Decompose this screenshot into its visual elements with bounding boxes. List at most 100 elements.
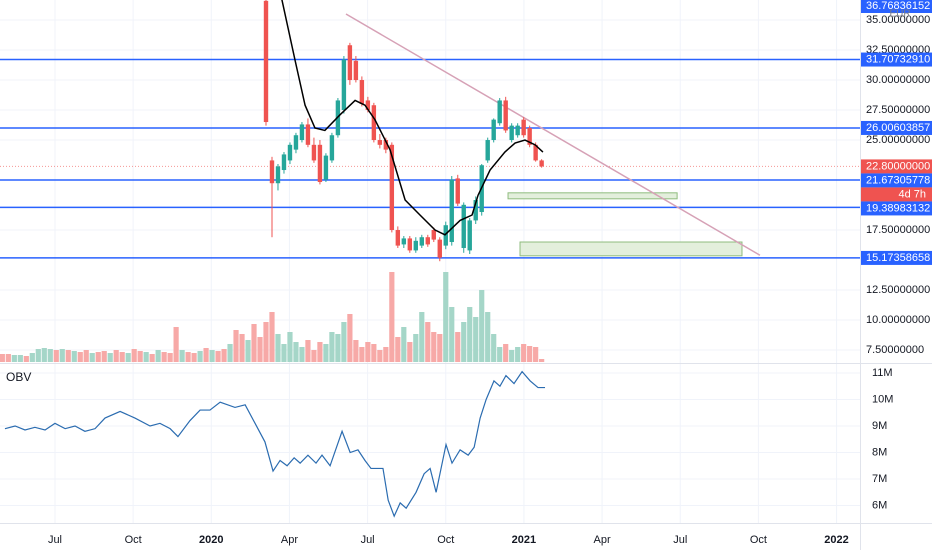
x-tick-label: Oct [125,534,142,546]
volume-bar [233,330,239,362]
x-tick-label: Jul [48,534,62,546]
x-tick-label: Oct [437,534,454,546]
volume-bar [257,337,263,362]
volume-bar [509,350,515,362]
level-label: 15.17358658 [866,252,930,264]
candle-body [299,124,305,141]
volume-bar [437,334,443,362]
candle-body [539,160,544,167]
candle-body [371,105,377,141]
volume-bar [353,340,359,362]
candle-body [395,230,401,246]
y-tick-label: 30.00000000 [866,74,930,86]
volume-bar [539,359,545,362]
x-tick-label: 2020 [199,534,223,546]
volume-bar [215,351,221,362]
volume-bar [125,353,131,362]
candle-body [425,237,430,245]
candle-body [401,238,407,245]
volume-bar [263,322,269,362]
volume-bar [173,327,179,362]
indicator-name: OBV [6,370,31,384]
candle-body [377,140,383,145]
y-tick-label: 7.50000000 [866,344,924,356]
level-label: 26.00603857 [866,122,930,134]
volume-bar [299,347,305,362]
candle-body [263,0,269,123]
volume-bar [455,332,461,362]
y-tick-label: 10.00000000 [866,314,930,326]
volume-bar [149,354,155,362]
volume-bar [527,346,533,362]
level-label-box [861,0,932,13]
x-tick-label: Apr [281,534,298,546]
volume-bar [143,352,149,362]
volume-bar [287,332,293,362]
candle-body [491,119,496,141]
y-tick-label: 27.50000000 [866,104,930,116]
volume-bar [0,354,5,362]
volume-bar [323,344,329,362]
volume-bar [521,344,527,362]
candle-body [347,45,353,81]
volume-bar [359,347,365,362]
volume-bar [251,324,257,362]
volume-bar [107,353,113,362]
candle-body [443,225,448,246]
volume-bar [227,344,233,362]
obv-tick-label: 9M [872,420,887,432]
x-tick-label: Oct [750,534,767,546]
x-tick-label: Apr [594,534,611,546]
volume-bar [77,352,83,362]
volume-bar [305,340,311,362]
candle-body [473,200,478,221]
volume-bar [155,350,161,362]
volume-bar [11,355,17,362]
volume-bar [47,349,53,362]
price-pane [0,0,860,262]
candle-body [383,140,389,150]
candle-body [521,119,526,136]
obv-tick-label: 10M [872,393,893,405]
volume-bar [467,307,473,362]
volume-bar [71,351,77,362]
volume-bar [179,350,185,362]
level-label: 21.67305778 [866,174,930,186]
obv-tick-label: 6M [872,499,887,511]
volume-bar [479,290,485,362]
countdown-label-box [861,187,932,202]
volume-bar [347,314,353,362]
volume-bar [167,353,173,362]
volume-bar [377,350,383,362]
volume-bar [53,350,59,362]
obv-tick-label: 8M [872,446,887,458]
volume-bar [23,356,29,362]
obv-pane [4,370,546,518]
volume-bar [59,349,65,362]
volume-pane [0,272,545,362]
candle-body [281,154,287,171]
candle-body [407,238,413,251]
candle-body [287,144,293,161]
candle-body [389,144,395,231]
x-tick-label: 2022 [824,534,848,546]
volume-bar [335,334,341,362]
volume-bar [269,312,275,362]
volume-bar [497,347,503,362]
volume-bar [221,349,227,362]
volume-bar [101,351,107,362]
volume-bar [245,340,251,362]
candle-body [269,160,275,184]
y-tick-label: 25.00000000 [866,134,930,146]
volume-bar [431,332,437,362]
candle-body [497,100,502,124]
x-tick-label: 2021 [512,534,536,546]
candle-body [467,220,472,251]
volume-bar [473,317,479,362]
candle-body [419,237,424,246]
candle-body [431,230,436,240]
candle-body [317,144,323,183]
grid [0,0,860,523]
volume-bar [5,354,11,362]
